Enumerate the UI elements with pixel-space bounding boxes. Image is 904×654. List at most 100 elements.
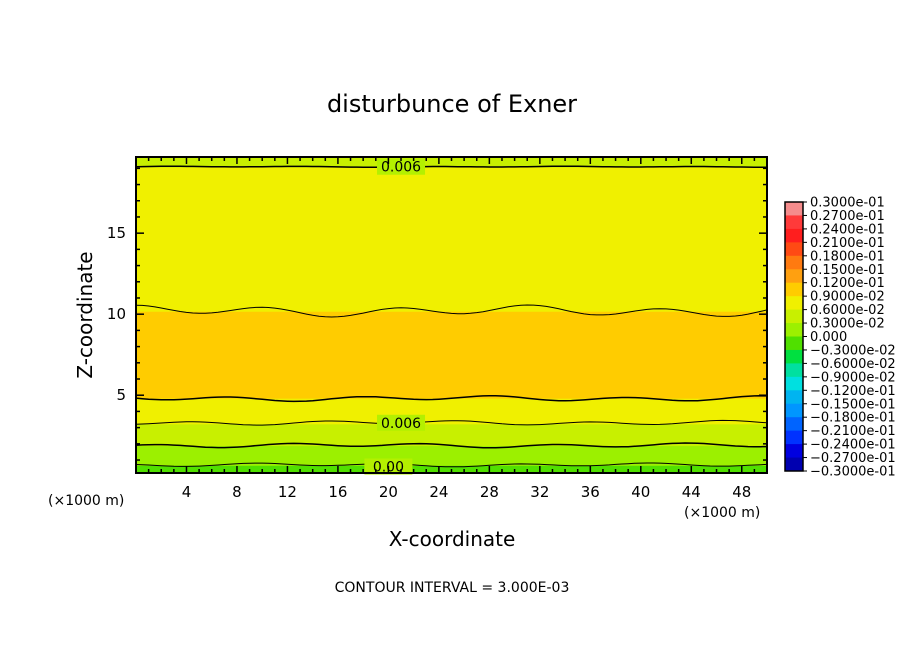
field-strip [136,344,767,348]
colorbar-swatch [785,255,803,270]
field-strip [136,467,767,470]
field-strip [136,330,767,334]
colorbar-label: 0.9000e-02 [810,290,885,305]
field-strip [136,457,767,460]
field-strip [136,297,767,300]
field-strip [136,239,767,243]
colorbar-label: 0.6000e-02 [810,303,885,318]
field-strip [136,346,767,350]
chart-title: disturbunce of Exner [327,90,577,118]
field-strip [136,220,767,223]
field-strip [136,316,767,320]
field-strip [136,439,767,443]
field-strip [136,455,767,458]
x-tick-label: 4 [182,483,192,501]
colorbar-label: −0.2400e-01 [810,438,896,453]
field-strip [136,222,767,225]
contour-line [136,394,767,403]
contour-label: 0.006 [381,160,421,176]
field-strip [136,384,767,387]
x-tick-label: 44 [682,483,701,501]
field-strip [136,378,767,381]
colorbar-swatch [785,228,803,243]
colorbar-label: 0.2700e-01 [810,209,885,224]
field-strip [136,425,767,429]
field-strip [136,295,767,298]
x-tick-label: 28 [480,483,499,501]
field-strip [136,459,767,462]
field-strip [136,372,767,375]
x-axis-unit: (×1000 m) [684,505,760,521]
contour-interval-note: CONTOUR INTERVAL = 3.000E-03 [335,580,570,596]
field-strip [136,180,767,184]
field-strip [136,437,767,441]
field-strip [136,320,767,324]
contour-lines [136,165,767,468]
colorbar-label: −0.1200e-01 [810,384,896,399]
field-strip [136,192,767,196]
field-strip [136,366,767,370]
contour-line [136,419,767,426]
field-strip [136,356,767,360]
colorbar-swatch [785,444,803,459]
colorbar-label: −0.1500e-01 [810,397,896,412]
field-strip [136,348,767,352]
y-axis-ticks: 5 10 15 [107,167,767,461]
x-tick-label: 48 [732,483,751,501]
colorbar-label: 0.3000e-02 [810,317,885,332]
field-strip [136,303,767,306]
field-strip [136,261,767,265]
field-strip [136,411,767,415]
field-strip [136,358,767,362]
field-strip [136,249,767,253]
heatmap-field [136,157,767,473]
x-tick-label: 32 [530,483,549,501]
field-strip [136,350,767,354]
field-strip [136,224,767,227]
colorbar-label: 0.3000e-01 [810,196,885,211]
field-strip [136,338,767,342]
field-strip [136,336,767,340]
field-strip [136,210,767,213]
field-strip [136,417,767,421]
colorbar-swatch [785,417,803,432]
field-strip [136,352,767,356]
field-strip [136,370,767,373]
field-strip [136,427,767,431]
field-strip [136,277,767,281]
x-tick-label: 36 [581,483,600,501]
colorbar-swatch [785,323,803,337]
field-strip [136,245,767,249]
y-tick-label: 5 [116,386,126,404]
colorbar-label: 0.1200e-01 [810,276,885,291]
field-strip [136,271,767,275]
colorbar-swatch [785,336,803,351]
field-strip [136,234,767,237]
colorbar-swatch [785,242,803,257]
contour-line [136,442,767,449]
field-strip [136,445,767,449]
colorbar-label: −0.3000e-01 [810,465,896,480]
colorbar-label: −0.9000e-02 [810,370,896,385]
field-strip [136,168,767,172]
field-strip [136,259,767,263]
colorbar-swatch [785,309,803,324]
x-axis-ticks: 4 8 12 16 20 24 28 32 36 40 44 48 [147,157,756,501]
field-strip [136,263,767,267]
field-strip [136,243,767,247]
field-strip [136,453,767,456]
field-strip [136,397,767,401]
colorbar-label: −0.6000e-02 [810,357,896,372]
x-tick-label: 8 [232,483,242,501]
y-axis-title: Z-coordinate [73,251,97,378]
field-strip [136,382,767,385]
contour-label: 0.006 [381,416,421,432]
y-axis-unit: (×1000 m) [48,493,124,509]
field-strip [136,441,767,445]
field-strip [136,194,767,198]
y-tick-label: 10 [107,305,126,323]
contour-line [136,304,767,318]
field-strip [136,228,767,231]
field-strip [136,395,767,399]
field-strip [136,301,767,304]
